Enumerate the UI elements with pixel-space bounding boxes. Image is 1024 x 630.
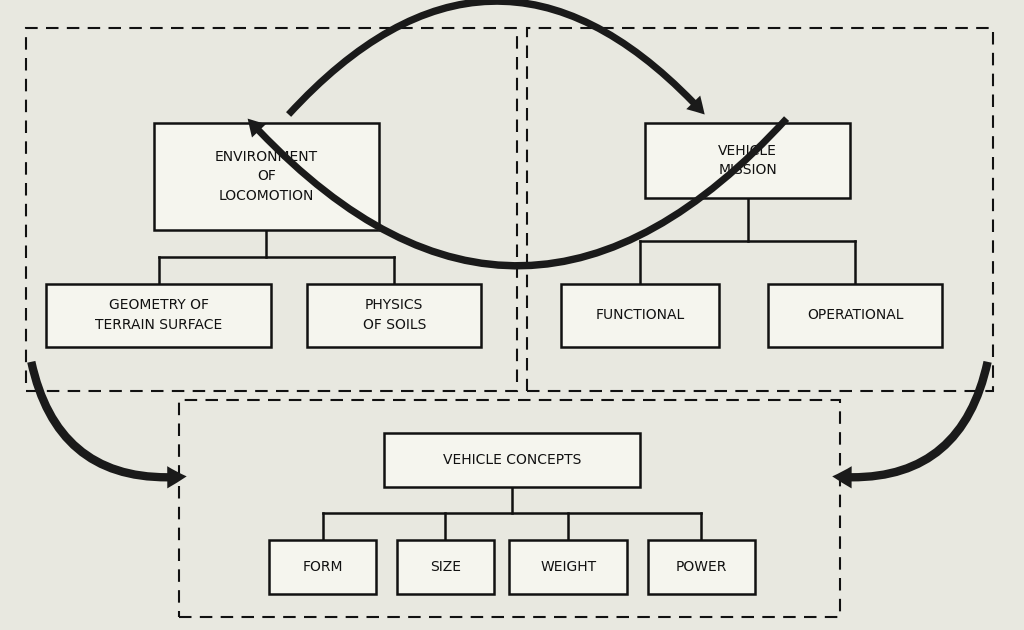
FancyBboxPatch shape xyxy=(561,284,719,346)
FancyBboxPatch shape xyxy=(154,123,379,230)
Text: VEHICLE CONCEPTS: VEHICLE CONCEPTS xyxy=(442,453,582,467)
Text: PHYSICS
OF SOILS: PHYSICS OF SOILS xyxy=(362,298,426,332)
FancyBboxPatch shape xyxy=(268,540,377,593)
FancyArrowPatch shape xyxy=(28,361,186,488)
FancyBboxPatch shape xyxy=(307,284,481,346)
FancyBboxPatch shape xyxy=(648,540,756,593)
FancyBboxPatch shape xyxy=(384,433,640,486)
Text: FUNCTIONAL: FUNCTIONAL xyxy=(595,308,685,322)
FancyBboxPatch shape xyxy=(645,123,850,198)
Text: GEOMETRY OF
TERRAIN SURFACE: GEOMETRY OF TERRAIN SURFACE xyxy=(95,298,222,332)
FancyBboxPatch shape xyxy=(768,284,942,346)
Text: SIZE: SIZE xyxy=(430,560,461,574)
Text: POWER: POWER xyxy=(676,560,727,574)
Text: ENVIRONMENT
OF
LOCOMOTION: ENVIRONMENT OF LOCOMOTION xyxy=(215,150,317,203)
FancyArrowPatch shape xyxy=(833,361,991,488)
Text: WEIGHT: WEIGHT xyxy=(541,560,596,574)
FancyArrowPatch shape xyxy=(248,117,790,270)
FancyArrowPatch shape xyxy=(286,0,705,117)
Text: FORM: FORM xyxy=(302,560,343,574)
Text: OPERATIONAL: OPERATIONAL xyxy=(807,308,903,322)
FancyBboxPatch shape xyxy=(510,540,627,593)
FancyBboxPatch shape xyxy=(397,540,495,593)
Text: VEHICLE
MISSION: VEHICLE MISSION xyxy=(718,144,777,178)
FancyBboxPatch shape xyxy=(46,284,271,346)
